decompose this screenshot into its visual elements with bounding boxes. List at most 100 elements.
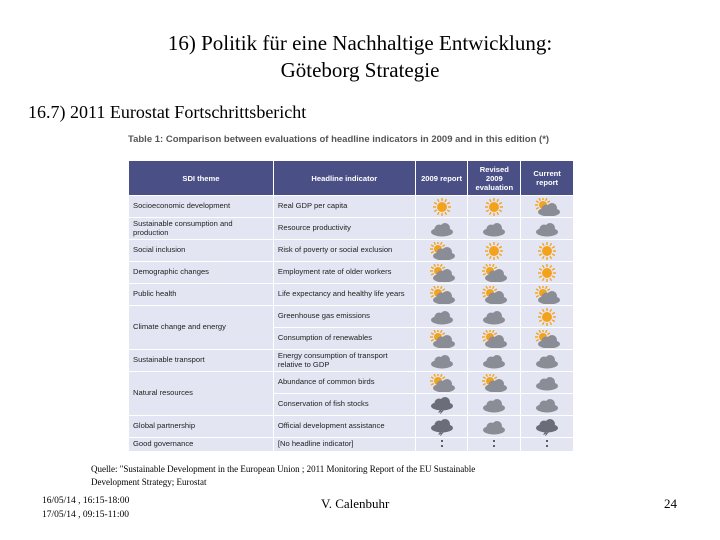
- table-row: Sustainable consumption and production Re…: [128, 217, 574, 240]
- eval-current-cell: [520, 327, 574, 350]
- sun-cloud-icon: [429, 329, 455, 348]
- sdi-theme-cell: Sustainable transport: [128, 349, 274, 372]
- cloud-icon: [430, 310, 453, 324]
- table-row: Climate change and energy Greenhouse gas …: [128, 305, 574, 350]
- eval-current-cell: [520, 393, 574, 416]
- headline-indicator-cell: Abundance of common birds: [272, 371, 416, 394]
- eval-2009-cell: [414, 217, 469, 240]
- sun-cloud-icon: [482, 373, 508, 392]
- table-row: Demographic changes Employment rate of ol…: [128, 261, 574, 284]
- sun-icon: [538, 263, 557, 282]
- footer-date1: 16/05/14 , 16:15-18:00: [42, 496, 130, 506]
- cloud-icon: [430, 354, 453, 368]
- eval-2009-cell: [414, 283, 469, 306]
- eval-revised-cell: [467, 217, 522, 240]
- sun-cloud-icon: [535, 285, 561, 304]
- cloud-icon: [483, 398, 506, 412]
- storm-icon: [430, 396, 453, 414]
- no-data-icon: [493, 439, 496, 447]
- sun-icon: [485, 241, 504, 260]
- eval-revised-cell: [467, 393, 522, 416]
- eval-2009-cell: [414, 239, 469, 262]
- eval-2009-cell: [414, 305, 469, 328]
- eval-revised-cell: [467, 283, 522, 306]
- header-current-report: Current report: [520, 160, 574, 196]
- sdi-theme-cell: Demographic changes: [128, 261, 274, 284]
- sun-cloud-icon: [482, 329, 508, 348]
- eval-2009-cell: [414, 437, 469, 452]
- eval-revised-cell: [467, 195, 522, 218]
- sun-cloud-icon: [429, 241, 455, 260]
- table-row: Natural resources Abundance of common bir…: [128, 371, 574, 416]
- page-number: 24: [664, 496, 677, 511]
- sdi-theme-cell: Sustainable consumption and production: [128, 217, 274, 240]
- table-caption-label: Table 1:: [128, 134, 164, 145]
- sdi-theme-cell: Public health: [128, 283, 274, 306]
- storm-icon: [536, 418, 559, 436]
- sun-cloud-icon: [535, 197, 561, 216]
- header-revised-2009: Revised 2009 evaluation: [467, 160, 522, 196]
- eval-2009-cell: [414, 349, 469, 372]
- cloud-icon: [430, 222, 453, 236]
- table-row: Public health Life expectancy and healthy…: [128, 283, 574, 306]
- eval-current-cell: [520, 415, 574, 438]
- cloud-icon: [483, 310, 506, 324]
- header-indicator: Headline indicator: [272, 160, 416, 196]
- eval-current-cell: [520, 305, 574, 328]
- eval-current-cell: [520, 239, 574, 262]
- cloud-icon: [483, 354, 506, 368]
- sdi-theme-cell: Socioeconomic development: [128, 195, 274, 218]
- table-header-row: SDI theme Headline indicator 2009 report…: [128, 160, 574, 196]
- sdi-theme-cell: Climate change and energy: [128, 305, 274, 350]
- headline-indicator-cell: Real GDP per capita: [272, 195, 416, 218]
- sun-cloud-icon: [429, 285, 455, 304]
- eval-current-cell: [520, 195, 574, 218]
- eval-current-cell: [520, 437, 574, 452]
- eval-revised-cell: [467, 371, 522, 394]
- header-2009-report: 2009 report: [414, 160, 469, 196]
- headline-indicator-cell: [No headline indicator]: [272, 437, 416, 452]
- source-note: Quelle: "Sustainable Development in the …: [91, 463, 531, 489]
- table-row: Conservation of fish stocks: [129, 393, 574, 416]
- storm-icon: [430, 418, 453, 436]
- eval-revised-cell: [467, 437, 522, 452]
- sun-icon: [538, 241, 557, 260]
- indicator-table-container: Table 1: Comparison between evaluations …: [128, 134, 588, 452]
- eval-2009-cell: [414, 371, 469, 394]
- headline-indicator-cell: Risk of poverty or social exclusion: [272, 239, 416, 262]
- headline-indicator-cell: Employment rate of older workers: [272, 261, 416, 284]
- table-body: Socioeconomic development Real GDP per ca…: [128, 195, 574, 452]
- eval-current-cell: [520, 283, 574, 306]
- indicator-table: SDI theme Headline indicator 2009 report…: [128, 160, 574, 452]
- sun-icon: [485, 197, 504, 216]
- cloud-icon: [483, 222, 506, 236]
- cloud-icon: [536, 354, 559, 368]
- source-line2: Development Strategy; Eurostat: [91, 477, 207, 487]
- eval-revised-cell: [467, 239, 522, 262]
- table-row: Social inclusion Risk of poverty or socia…: [128, 239, 574, 262]
- headline-indicator-cell: Life expectancy and healthy life years: [272, 283, 416, 306]
- eval-2009-cell: [414, 195, 469, 218]
- sdi-theme-cell: Social inclusion: [128, 239, 274, 262]
- eval-revised-cell: [467, 305, 522, 328]
- footer-author: V. Calenbuhr: [321, 496, 390, 511]
- no-data-icon: [546, 439, 549, 447]
- headline-indicator-cell: Energy consumption of transport relative…: [272, 349, 416, 372]
- table-row: Global partnership Official development a…: [128, 415, 574, 438]
- eval-current-cell: [520, 217, 574, 240]
- table-caption: Table 1: Comparison between evaluations …: [128, 134, 588, 160]
- eval-current-cell: [520, 261, 574, 284]
- eval-2009-cell: [414, 393, 469, 416]
- cloud-icon: [483, 420, 506, 434]
- sdi-theme-cell: Good governance: [128, 437, 274, 452]
- slide-title-line2: Göteborg Strategie: [280, 58, 440, 82]
- sdi-theme-cell: Global partnership: [128, 415, 274, 438]
- footer-date2: 17/05/14 , 09:15-11:00: [42, 510, 129, 520]
- sun-cloud-icon: [429, 373, 455, 392]
- table-row: Socioeconomic development Real GDP per ca…: [128, 195, 574, 218]
- headline-indicator-cell: Official development assistance: [272, 415, 416, 438]
- headline-indicator-cell: Consumption of renewables: [272, 327, 416, 350]
- headline-indicator-cell: Greenhouse gas emissions: [272, 305, 416, 328]
- table-row: Sustainable transport Energy consumption …: [128, 349, 574, 372]
- sun-icon: [432, 197, 451, 216]
